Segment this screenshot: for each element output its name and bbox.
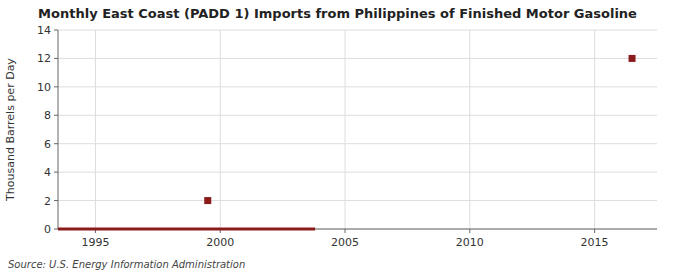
x-grid-line: [95, 30, 96, 229]
plot-data: [58, 55, 636, 229]
y-grid-line: [58, 58, 657, 59]
marker: [629, 55, 636, 62]
y-grid-line: [58, 143, 657, 144]
y-grid-line: [58, 86, 657, 87]
y-tick-label: 0: [44, 223, 51, 236]
line-series: [58, 228, 315, 231]
y-grid-line: [58, 200, 657, 201]
y-axis-line: [58, 30, 59, 229]
title: Monthly East Coast (PADD 1) Imports from…: [38, 6, 637, 21]
y-tick-label: 8: [44, 109, 51, 122]
x-tick: [345, 229, 346, 233]
y-grid-line: [58, 115, 657, 116]
x-tick: [469, 229, 470, 233]
y-tick: [54, 30, 58, 31]
x-tick-label: 1995: [81, 236, 109, 249]
grid: [58, 30, 657, 229]
y-tick-label: 2: [44, 195, 51, 208]
y-tick-label: 4: [44, 166, 51, 179]
x-tick-label: 2015: [581, 236, 609, 249]
axes: 0 2 4 6 8 10 12 14 1995 2000 2005 2010 2015: [37, 24, 657, 249]
x-tick-label: 2000: [206, 236, 234, 249]
y-tick: [54, 229, 58, 230]
y-tick-label: 14: [37, 24, 51, 37]
y-tick: [54, 86, 58, 87]
y-axis-label: Thousand Barrels per Day: [4, 58, 17, 202]
y-tick: [54, 200, 58, 201]
x-tick-label: 2005: [331, 236, 359, 249]
chart-container: 0 2 4 6 8 10 12 14 1995 2000 2005 2010 2015 Monthly E…: [0, 0, 675, 275]
x-tick-label: 2010: [456, 236, 484, 249]
y-grid-line: [58, 30, 657, 31]
x-axis-line: [58, 229, 657, 230]
y-tick-label: 10: [37, 81, 51, 94]
y-tick-label: 12: [37, 52, 51, 65]
x-grid-line: [594, 30, 595, 229]
y-tick: [54, 115, 58, 116]
y-tick: [54, 58, 58, 59]
x-grid-line: [469, 30, 470, 229]
x-tick: [594, 229, 595, 233]
x-grid-line: [220, 30, 221, 229]
marker: [204, 197, 211, 204]
chart-svg: 0 2 4 6 8 10 12 14 1995 2000 2005 2010 2015 Monthly E…: [0, 0, 675, 275]
y-tick-label: 6: [44, 138, 51, 151]
y-grid-line: [58, 229, 657, 230]
y-grid-line: [58, 172, 657, 173]
y-tick: [54, 143, 58, 144]
y-tick: [54, 172, 58, 173]
source: Source: U.S. Energy Information Administ…: [8, 259, 245, 270]
x-grid-line: [345, 30, 346, 229]
